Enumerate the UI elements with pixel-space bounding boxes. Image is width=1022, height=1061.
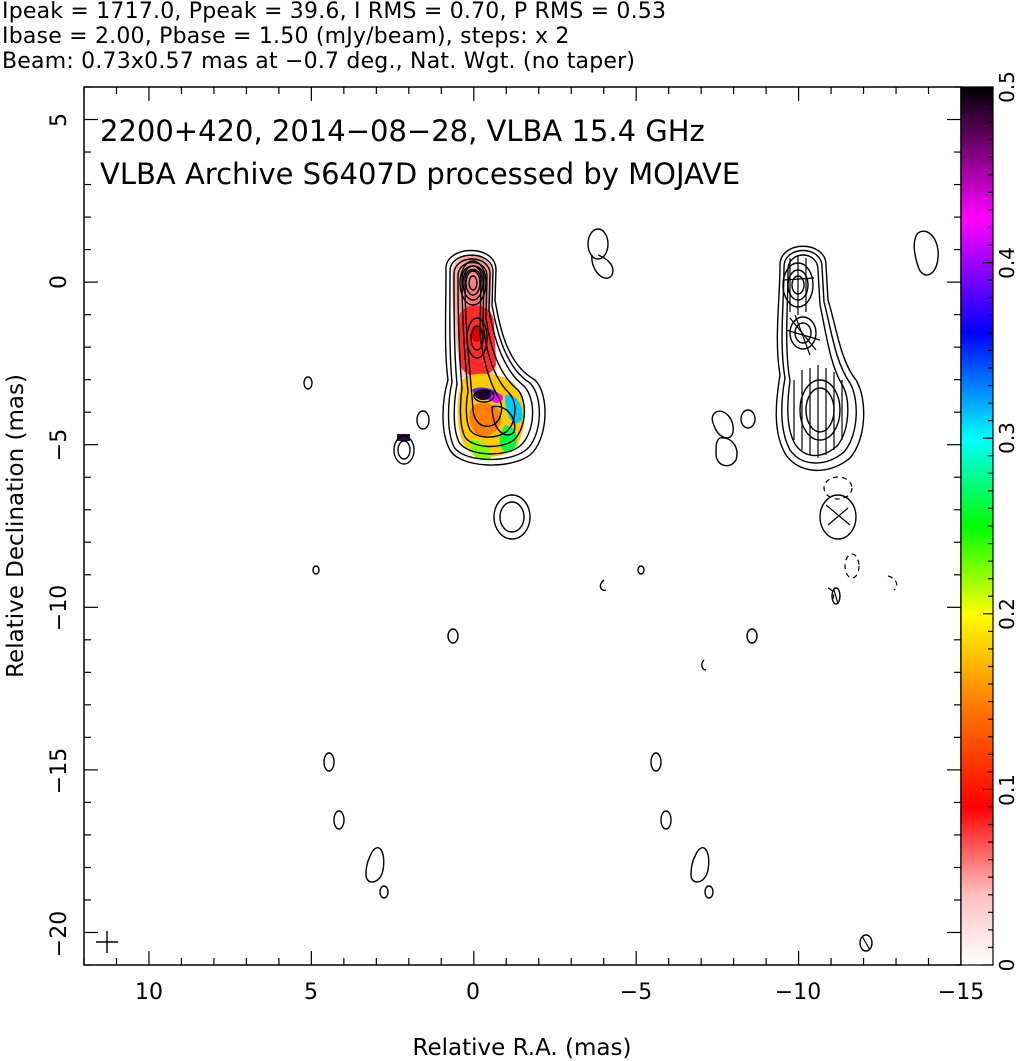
x-axis-label: Relative R.A. (mas) — [413, 1035, 632, 1061]
x-tick-labels: 10 5 0 −5 −10 −15 — [135, 980, 984, 1005]
beam-marker — [96, 931, 118, 953]
y-tick-label: −15 — [47, 748, 72, 794]
y-tick-labels: 5 0 −5 −10 −15 −20 — [47, 113, 72, 957]
header-line-2: Ibase = 2.00, Pbase = 1.50 (mJy/beam), s… — [2, 24, 570, 49]
colorbar-ticks — [983, 86, 993, 966]
colorbar-tick-label: 0.4 — [995, 247, 1019, 279]
y-tick-label: 5 — [47, 113, 72, 127]
polarization-vectors — [783, 255, 871, 951]
x-tick-label: −5 — [620, 980, 652, 1005]
negative-contours — [823, 476, 898, 603]
y-tick-label: −5 — [47, 429, 72, 461]
colorbar-tick-label: 0.2 — [995, 598, 1019, 630]
header-line-1: Ipeak = 1717.0, Ppeak = 39.6, I RMS = 0.… — [2, 0, 667, 24]
colorbar-tick-label: 0.5 — [995, 71, 1019, 103]
y-tick-label: −20 — [47, 911, 72, 957]
plot-title-line-1: 2200+420, 2014−08−28, VLBA 15.4 GHz — [100, 114, 705, 148]
colorbar-tick-labels: 0 0.1 0.2 0.3 0.4 0.5 — [995, 71, 1019, 971]
left-contours — [303, 249, 546, 899]
polarization-color-map — [397, 255, 525, 461]
plot-frame — [83, 86, 962, 966]
y-axis-label: Relative Declination (mas) — [3, 374, 29, 678]
plot-title-line-2: VLBA Archive S6407D processed by MOJAVE — [100, 157, 740, 191]
colorbar — [960, 86, 994, 966]
x-tick-label: 0 — [466, 980, 480, 1005]
colorbar-tick-label: 0.3 — [995, 422, 1019, 454]
colorbar-tick-label: 0.1 — [995, 774, 1019, 806]
axis-ticks — [83, 86, 962, 966]
x-tick-label: 5 — [304, 980, 318, 1005]
colorbar-tick-label: 0 — [995, 959, 1019, 972]
x-tick-label: 10 — [135, 980, 163, 1005]
y-tick-label: 0 — [47, 275, 72, 289]
x-tick-label: −10 — [775, 980, 821, 1005]
header-line-3: Beam: 0.73x0.57 mas at −0.7 deg., Nat. W… — [2, 49, 636, 74]
y-tick-label: −10 — [47, 585, 72, 631]
x-tick-label: −15 — [938, 980, 984, 1005]
right-contours — [587, 228, 939, 952]
